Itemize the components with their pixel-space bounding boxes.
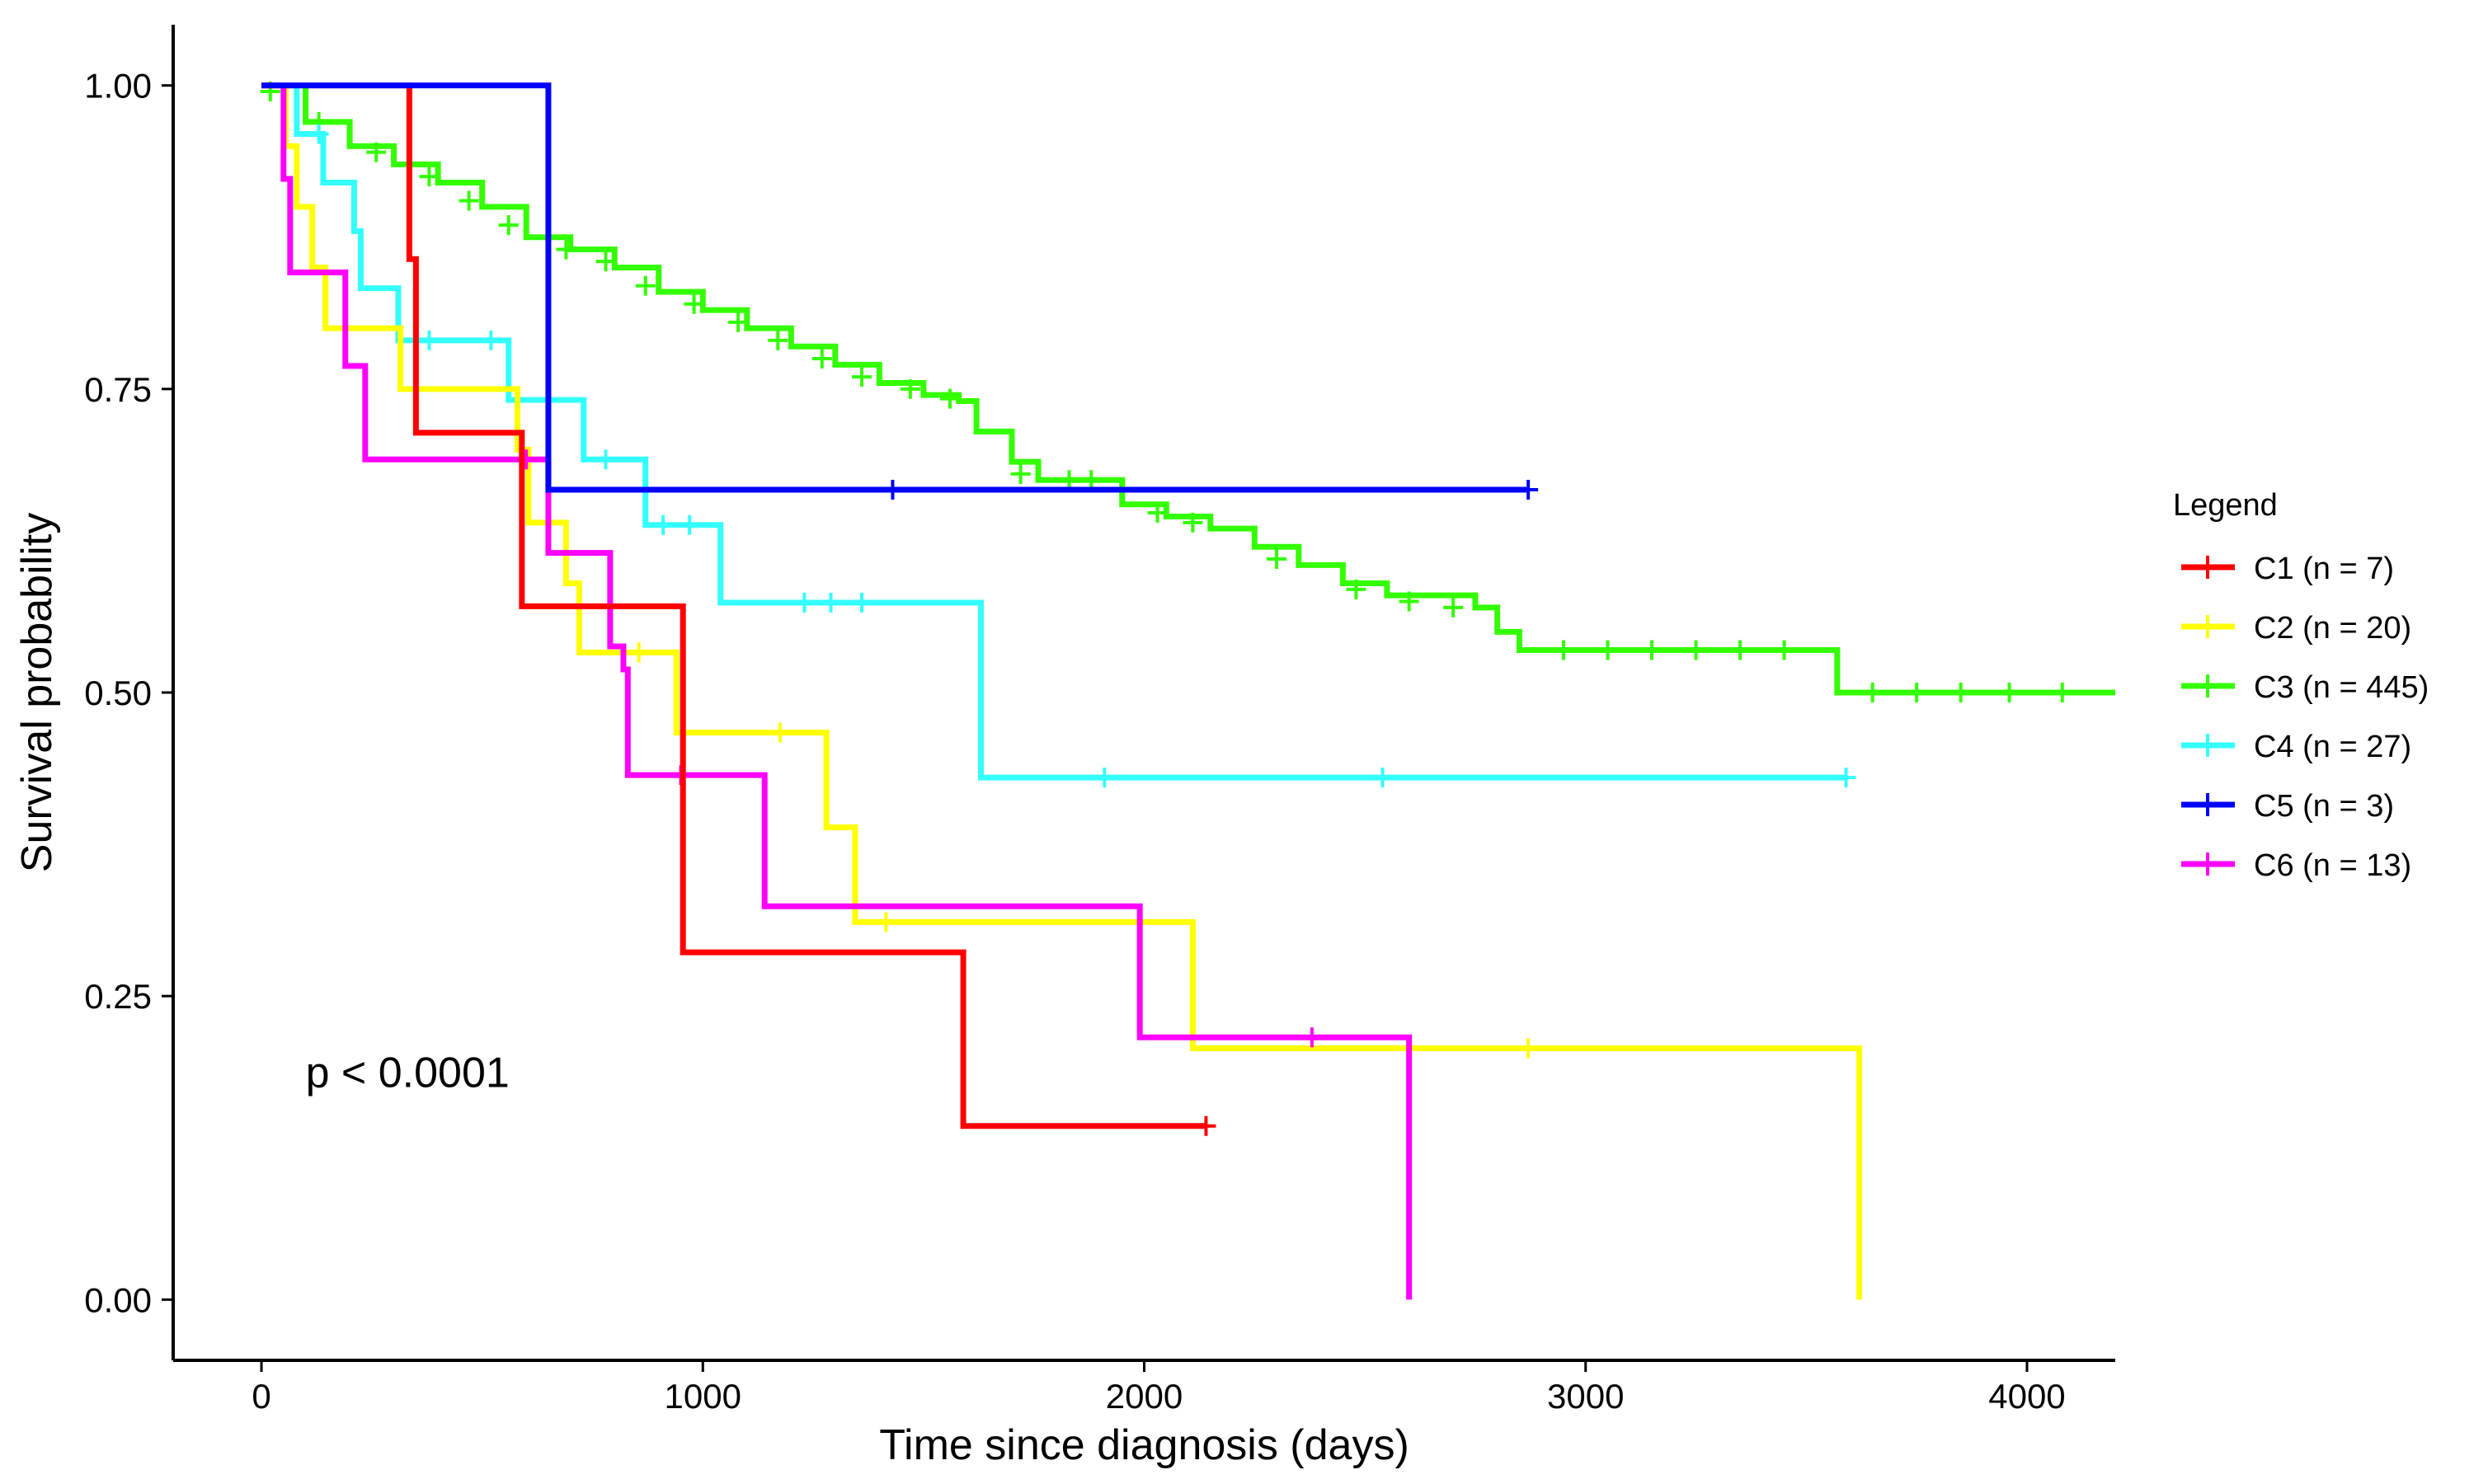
series-c5: [261, 82, 1539, 500]
legend-label: C1 (n = 7): [2254, 552, 2394, 586]
censor-mark: [1301, 1027, 1322, 1048]
censor-mark: [595, 449, 616, 470]
censor-mark: [1518, 480, 1539, 500]
censor-mark: [1730, 640, 1751, 660]
censor-mark: [1443, 597, 1464, 618]
series-c4: [261, 82, 1856, 788]
series-c2: [261, 82, 1863, 1300]
x-tick-label: 0: [252, 1377, 270, 1416]
series-c6: [261, 82, 1413, 1300]
censor-mark: [459, 190, 479, 211]
censor-mark: [1372, 768, 1393, 788]
y-tick-label: 0.50: [84, 674, 152, 712]
legend-item: C1 (n = 7): [2181, 552, 2394, 586]
legend-title: Legend: [2173, 488, 2278, 523]
censor-mark: [821, 593, 841, 613]
x-axis-title: Time since diagnosis (days): [879, 1421, 1409, 1469]
legend-label: C6 (n = 13): [2254, 848, 2411, 883]
censor-mark: [1999, 683, 2020, 702]
censor-mark: [1907, 683, 1927, 702]
censor-mark: [653, 514, 674, 535]
censor-mark: [1950, 683, 1971, 702]
censor-mark: [684, 294, 704, 314]
censor-mark: [595, 251, 616, 272]
censor-mark: [1196, 1115, 1216, 1136]
legend-label: C3 (n = 445): [2254, 670, 2429, 705]
censor-mark: [769, 722, 790, 743]
legend-item: C2 (n = 20): [2181, 611, 2411, 646]
censor-mark: [728, 312, 749, 332]
censor-mark: [628, 642, 649, 663]
censor-mark: [768, 330, 788, 350]
censor-mark: [851, 593, 872, 613]
censor-mark: [1010, 463, 1031, 484]
legend-label: C4 (n = 27): [2254, 730, 2411, 764]
x-tick-label: 4000: [1988, 1377, 2065, 1416]
p-value-annotation: p < 0.0001: [306, 1050, 510, 1097]
survival-curve: [261, 82, 1529, 493]
x-axis-ticks: 0 1000 2000 3000 4000: [252, 1360, 2066, 1416]
censor-mark: [1059, 470, 1079, 491]
censor-mark: [1597, 640, 1618, 660]
series-c3: [260, 82, 2115, 702]
y-axis-title: Survival probability: [13, 513, 61, 872]
censor-mark: [680, 514, 700, 535]
y-tick-label: 0.75: [84, 370, 152, 409]
survival-curve: [261, 82, 1413, 1300]
survival-curve: [261, 82, 1863, 1300]
legend-item: C5 (n = 3): [2181, 789, 2394, 824]
censor-mark: [1346, 579, 1366, 599]
censor-mark: [1642, 640, 1663, 660]
survival-curve: [261, 82, 2115, 696]
censor-mark: [940, 388, 960, 409]
censor-mark: [2052, 683, 2072, 702]
legend-item: C4 (n = 27): [2181, 730, 2411, 764]
censor-mark: [498, 215, 519, 235]
censor-mark: [1836, 768, 1856, 788]
axes: 0 1000 2000 3000 4000 0.00 0.25 0.50 0.75 1.00: [84, 25, 2115, 1416]
x-tick-label: 1000: [665, 1377, 741, 1416]
censor-mark: [1862, 683, 1883, 702]
legend-label: C5 (n = 3): [2254, 789, 2394, 824]
censor-mark: [1081, 470, 1102, 491]
censor-mark: [1147, 503, 1168, 524]
censor-mark: [1094, 768, 1115, 788]
censor-mark: [882, 480, 903, 500]
censor-mark: [794, 593, 815, 613]
censor-mark: [1774, 640, 1794, 660]
censor-mark: [1553, 640, 1573, 660]
censor-mark: [876, 912, 896, 932]
y-tick-label: 1.00: [84, 67, 152, 106]
censor-mark: [556, 239, 576, 260]
survival-curve: [261, 82, 1846, 781]
legend-item: C3 (n = 445): [2181, 670, 2429, 705]
censor-mark: [1686, 640, 1706, 660]
censor-mark: [419, 330, 440, 350]
censor-mark: [811, 349, 832, 369]
censor-mark: [900, 378, 920, 399]
censor-mark: [366, 142, 387, 162]
censor-mark: [1518, 1038, 1539, 1059]
censor-mark: [481, 330, 501, 350]
x-tick-label: 2000: [1106, 1377, 1183, 1416]
y-tick-label: 0.00: [84, 1280, 152, 1319]
survival-curve: [261, 82, 1206, 1129]
censor-mark: [1399, 591, 1419, 612]
censor-mark: [851, 367, 872, 387]
legend-label: C2 (n = 20): [2254, 611, 2411, 646]
x-tick-label: 3000: [1547, 1377, 1624, 1416]
censor-mark: [419, 167, 440, 187]
plot-area: [260, 82, 2115, 1300]
legend-item: C6 (n = 13): [2181, 848, 2411, 883]
legend: Legend C1 (n = 7) C2 (n = 20) C3 (n = 445)…: [2173, 488, 2429, 883]
y-tick-label: 0.25: [84, 977, 152, 1016]
y-axis-ticks: 0.00 0.25 0.50 0.75 1.00: [84, 67, 173, 1319]
censor-mark: [635, 275, 656, 296]
legend-items: C1 (n = 7) C2 (n = 20) C3 (n = 445) C4 (n =…: [2181, 552, 2429, 883]
series-c1: [261, 82, 1216, 1136]
censor-mark: [1267, 549, 1287, 569]
censor-mark: [308, 124, 329, 144]
censor-mark: [1183, 512, 1203, 533]
